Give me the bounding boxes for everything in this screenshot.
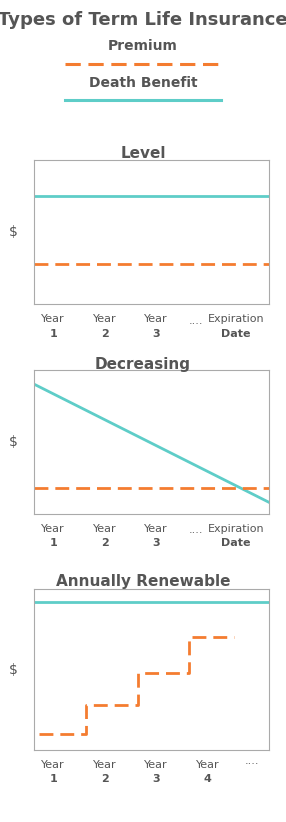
Text: Expiration: Expiration [208, 524, 264, 533]
Text: 2: 2 [101, 538, 109, 548]
Text: ····: ···· [189, 319, 203, 329]
Text: Annually Renewable: Annually Renewable [56, 574, 230, 589]
Text: 3: 3 [152, 774, 160, 784]
Text: Expiration: Expiration [208, 314, 264, 324]
Text: Year: Year [41, 524, 65, 533]
Text: Year: Year [196, 760, 220, 769]
Text: Year: Year [93, 524, 116, 533]
Text: $: $ [9, 435, 18, 449]
Text: 2: 2 [101, 329, 109, 339]
Text: Year: Year [144, 524, 168, 533]
Text: $: $ [9, 663, 18, 677]
Text: Premium: Premium [108, 39, 178, 53]
Text: 4: 4 [204, 774, 212, 784]
Text: Year: Year [41, 760, 65, 769]
Text: 3: 3 [152, 538, 160, 548]
Text: Decreasing: Decreasing [95, 357, 191, 372]
Text: 3: 3 [152, 329, 160, 339]
Text: Year: Year [144, 314, 168, 324]
Text: Date: Date [221, 329, 251, 339]
Text: 1: 1 [49, 538, 57, 548]
Text: Types of Term Life Insurance: Types of Term Life Insurance [0, 11, 286, 29]
Text: Date: Date [221, 538, 251, 548]
Text: Death Benefit: Death Benefit [89, 76, 197, 90]
Text: Year: Year [41, 314, 65, 324]
Text: Year: Year [144, 760, 168, 769]
Text: 1: 1 [49, 774, 57, 784]
Text: 2: 2 [101, 774, 109, 784]
Text: Year: Year [93, 314, 116, 324]
Text: $: $ [9, 225, 18, 239]
Text: 1: 1 [49, 329, 57, 339]
Text: Year: Year [93, 760, 116, 769]
Text: Level: Level [120, 146, 166, 161]
Text: ····: ···· [245, 760, 260, 769]
Text: ····: ···· [189, 529, 203, 538]
